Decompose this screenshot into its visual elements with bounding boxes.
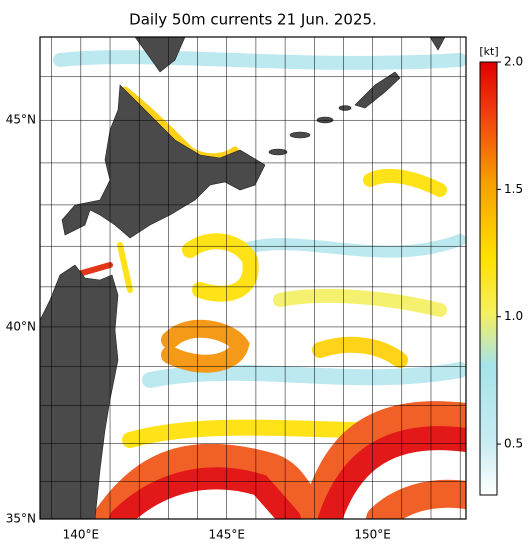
y-tick-label: 40°N: [6, 319, 36, 333]
colorbar-unit: [kt]: [479, 45, 498, 58]
colorbar-tick-label: 1.5: [504, 182, 523, 196]
map-title: Daily 50m currents 21 Jun. 2025.: [129, 11, 377, 29]
y-tick-label: 35°N: [6, 512, 36, 526]
x-tick-label: 150°E: [354, 528, 391, 542]
x-tick-label: 140°E: [63, 528, 100, 542]
y-tick-label: 45°N: [6, 113, 36, 127]
colorbar: [479, 61, 498, 496]
x-tick-label: 145°E: [208, 528, 245, 542]
colorbar-tick-label: 1.0: [504, 309, 523, 323]
colorbar-tick-label: 0.5: [504, 437, 523, 451]
current-field: [40, 37, 466, 519]
colorbar-tick-label: 2.0: [504, 55, 523, 69]
